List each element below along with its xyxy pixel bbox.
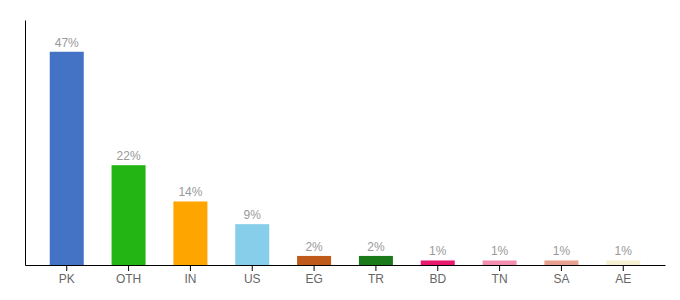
- x-tick: OTH: [116, 265, 141, 286]
- bar: [173, 201, 207, 265]
- x-tick: AE: [615, 265, 631, 286]
- x-tick-mark: [437, 265, 438, 271]
- x-tick-label: EG: [305, 272, 322, 286]
- data-label: 2%: [367, 240, 385, 254]
- x-tick: PK: [59, 265, 75, 286]
- chart-container: PK OTH IN US EG TR BD TN SA AE 47% 22% 14% 9% 2% 2% 1% 1%…: [0, 0, 680, 300]
- x-tick-label: PK: [59, 272, 75, 286]
- x-tick: BD: [429, 265, 446, 286]
- data-label: 1%: [553, 244, 571, 258]
- plot: PK OTH IN US EG TR BD TN SA AE 47% 22% 14% 9% 2% 2% 1% 1%…: [26, 21, 666, 286]
- bar: [235, 224, 269, 265]
- bar: [421, 260, 455, 265]
- x-tick-label: AE: [615, 272, 631, 286]
- y-axis-line: [25, 21, 26, 266]
- x-tick-label: IN: [184, 272, 196, 286]
- x-tick-label: SA: [553, 272, 569, 286]
- bar: [606, 260, 640, 265]
- x-tick-mark: [499, 265, 500, 271]
- data-label: 22%: [117, 149, 141, 163]
- x-tick: EG: [305, 265, 322, 286]
- data-label: 1%: [429, 244, 447, 258]
- data-label: 1%: [615, 244, 633, 258]
- bar: [297, 256, 331, 265]
- x-tick-mark: [66, 265, 67, 271]
- bar: [50, 52, 84, 265]
- x-tick-label: OTH: [116, 272, 141, 286]
- x-tick: US: [244, 265, 261, 286]
- x-tick-mark: [561, 265, 562, 271]
- data-label: 2%: [305, 240, 323, 254]
- x-tick-label: US: [244, 272, 261, 286]
- x-tick-mark: [252, 265, 253, 271]
- x-tick-label: TR: [368, 272, 384, 286]
- data-label: 14%: [178, 185, 202, 199]
- data-label: 1%: [491, 244, 509, 258]
- chart-svg: PK OTH IN US EG TR BD TN SA AE 47% 22% 14% 9% 2% 2% 1% 1%…: [0, 0, 680, 300]
- x-tick-mark: [623, 265, 624, 271]
- data-labels: 47% 22% 14% 9% 2% 2% 1% 1% 1% 1%: [55, 36, 633, 259]
- bar: [112, 165, 146, 265]
- data-label: 9%: [244, 208, 262, 222]
- bar: [359, 256, 393, 265]
- x-tick-mark: [190, 265, 191, 271]
- x-tick-mark: [128, 265, 129, 271]
- x-tick-mark: [375, 265, 376, 271]
- x-tick: SA: [553, 265, 569, 286]
- x-axis-line: [26, 265, 666, 266]
- x-tick-mark: [314, 265, 315, 271]
- x-tick: TR: [368, 265, 384, 286]
- bar: [544, 260, 578, 265]
- bar: [483, 260, 517, 265]
- x-tick: TN: [492, 265, 508, 286]
- x-tick-label: TN: [492, 272, 508, 286]
- x-axis: PK OTH IN US EG TR BD TN SA AE: [26, 265, 666, 286]
- x-tick: IN: [184, 265, 196, 286]
- bars: [50, 52, 641, 265]
- data-label: 47%: [55, 36, 79, 50]
- x-tick-label: BD: [429, 272, 446, 286]
- y-axis: [25, 21, 26, 266]
